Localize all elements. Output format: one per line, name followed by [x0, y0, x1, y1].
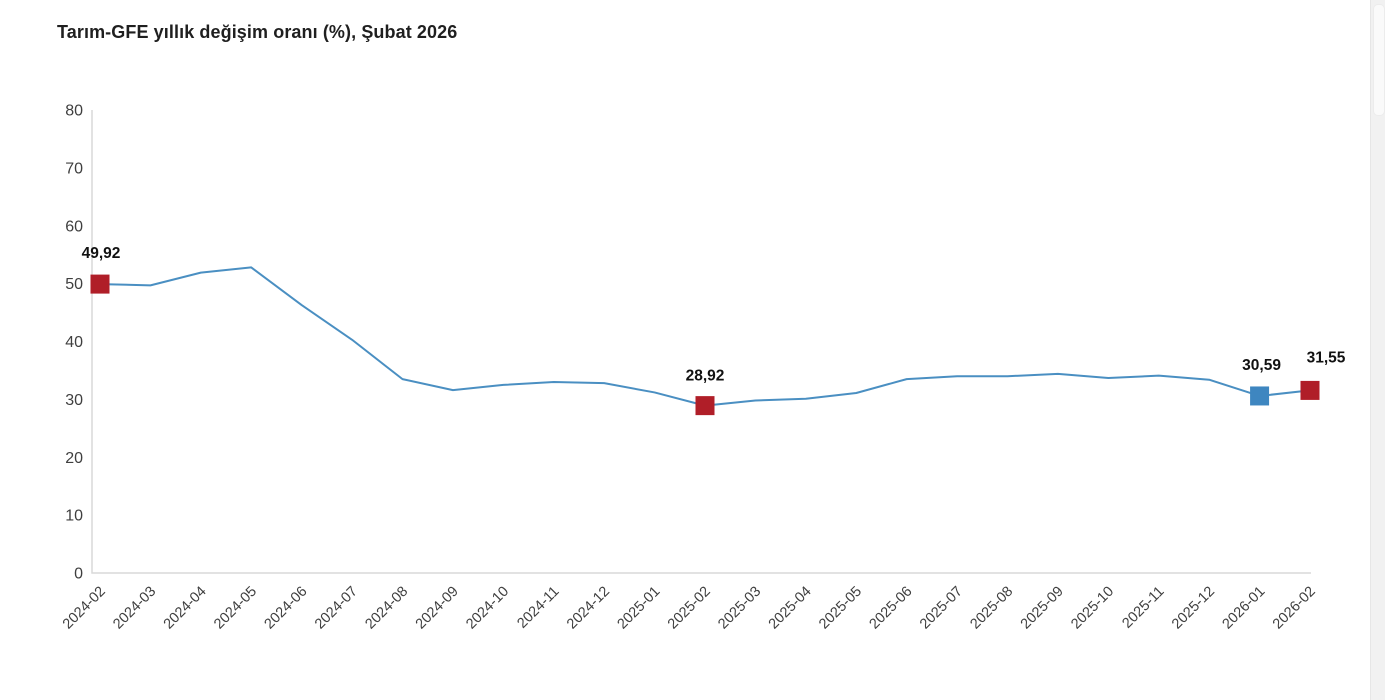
x-tick-label: 2024-09 [413, 584, 462, 633]
y-tick-label: 60 [65, 218, 83, 235]
x-tick-label: 2025-03 [715, 584, 764, 633]
x-tick-label: 2024-07 [312, 584, 361, 633]
axis-lines [91, 110, 1311, 574]
x-tick-label: 2024-05 [211, 584, 260, 633]
data-point-marker[interactable] [1250, 386, 1270, 406]
y-tick-label: 20 [65, 450, 83, 467]
x-tick-label: 2024-10 [463, 584, 512, 633]
scrollbar-thumb[interactable] [1373, 4, 1385, 116]
x-tick-label: 2025-12 [1169, 584, 1218, 633]
x-tick-label: 2024-04 [161, 584, 210, 633]
scrollbar-track[interactable] [1370, 0, 1385, 700]
data-point-label: 49,92 [82, 245, 121, 262]
x-tick-label: 2026-01 [1219, 584, 1268, 633]
y-tick-label: 0 [74, 566, 83, 583]
chart-title: Tarım-GFE yıllık değişim oranı (%), Şuba… [57, 22, 458, 42]
y-tick-label: 30 [65, 392, 83, 409]
x-tick-label: 2025-01 [614, 584, 663, 633]
data-point-marker[interactable] [1300, 380, 1320, 400]
x-tick-label: 2025-08 [967, 584, 1016, 633]
data-point-label: 28,92 [686, 368, 725, 385]
y-tick-label: 80 [65, 103, 83, 120]
data-point-label: 30,59 [1242, 357, 1281, 374]
x-tick-label: 2025-05 [816, 584, 865, 633]
x-tick-label: 2025-02 [665, 584, 714, 633]
x-tick-label: 2024-02 [60, 584, 109, 633]
y-tick-label: 50 [65, 276, 83, 293]
y-tick-label: 10 [65, 508, 83, 525]
data-point-marker[interactable] [695, 396, 715, 416]
data-point-marker[interactable] [90, 274, 110, 294]
x-tick-label: 2025-09 [1018, 584, 1067, 633]
x-tick-label: 2025-07 [917, 584, 966, 633]
x-tick-label: 2024-06 [262, 584, 311, 633]
x-tick-label: 2024-11 [514, 584, 562, 632]
x-tick-label: 2025-11 [1119, 584, 1167, 632]
x-tick-label: 2025-06 [867, 584, 916, 633]
x-tick-label: 2025-10 [1068, 584, 1117, 633]
x-tick-label: 2024-12 [564, 584, 613, 633]
y-tick-label: 70 [65, 160, 83, 177]
data-line [99, 266, 1311, 407]
y-tick-label: 40 [65, 334, 83, 351]
x-tick-label: 2025-04 [766, 584, 815, 633]
data-point-label: 31,55 [1307, 349, 1346, 366]
x-tick-label: 2026-02 [1270, 584, 1319, 633]
x-tick-label: 2024-03 [110, 584, 159, 633]
x-tick-label: 2024-08 [362, 584, 411, 633]
